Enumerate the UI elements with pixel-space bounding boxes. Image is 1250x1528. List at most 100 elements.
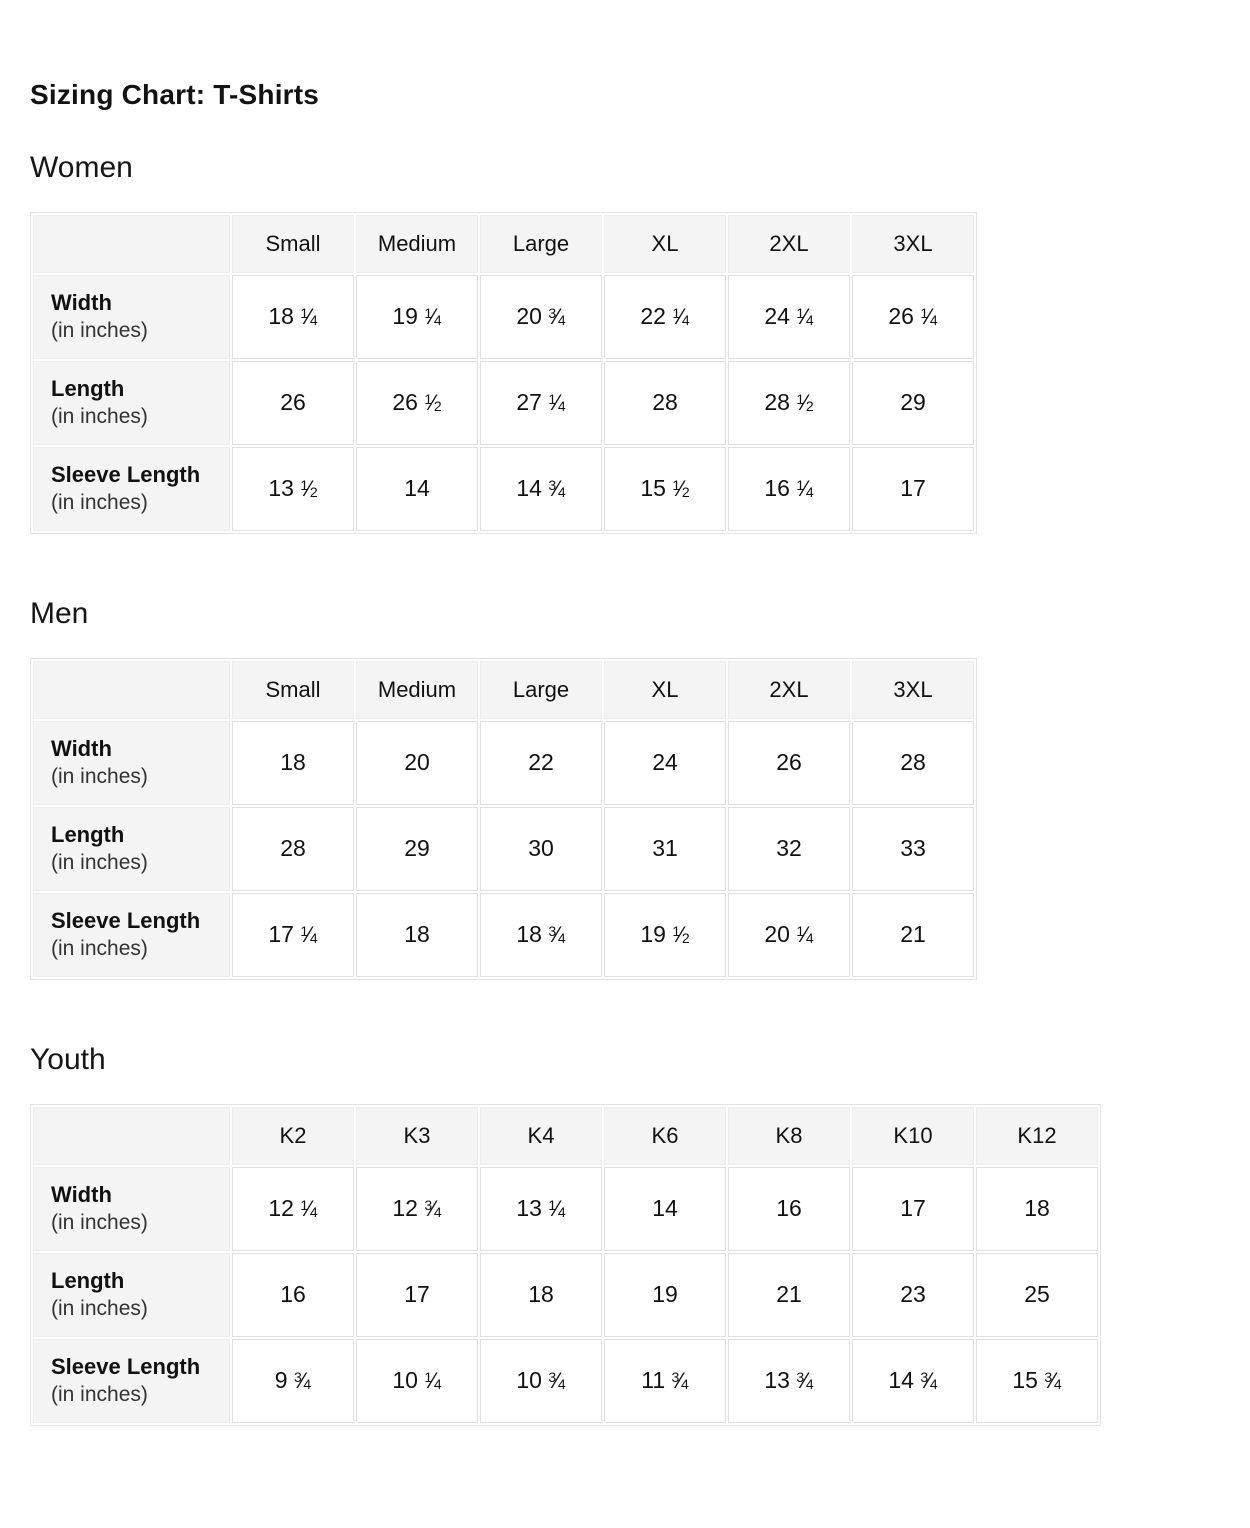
column-header-medium: Medium xyxy=(356,214,478,273)
column-header-2xl: 2XL xyxy=(728,660,850,719)
row-label: Length xyxy=(51,376,125,402)
size-value: 30 xyxy=(480,806,602,891)
column-header-xl: XL xyxy=(604,660,726,719)
column-header-2xl: 2XL xyxy=(728,214,850,273)
row-unit: (in inches) xyxy=(51,851,148,875)
size-value: 16 xyxy=(728,1166,850,1251)
size-value: 24 1⁄4 xyxy=(728,274,850,359)
section-youth: Youth K2 K3 K4 K6 K8 K10 K12 xyxy=(30,1042,1220,1426)
size-chart-table-women: Small Medium Large XL 2XL 3XL Width (in … xyxy=(30,211,977,534)
size-value: 19 xyxy=(604,1252,726,1337)
table-row-width: Width (in inches) 12 1⁄4 12 3⁄4 13 1⁄4 1… xyxy=(33,1166,1098,1251)
size-value: 14 3⁄4 xyxy=(852,1338,974,1423)
size-value: 20 3⁄4 xyxy=(480,274,602,359)
page-title: Sizing Chart: T-Shirts xyxy=(30,79,320,110)
table-header-row: Small Medium Large XL 2XL 3XL xyxy=(33,660,974,719)
section-women: Women Small Medium Large XL 2XL 3XL xyxy=(30,150,1220,534)
column-header-large: Large xyxy=(480,214,602,273)
row-header-length: Length (in inches) xyxy=(33,806,230,891)
table-row-sleeve-length: Sleeve Length (in inches) 9 3⁄4 10 1⁄4 1… xyxy=(33,1338,1098,1423)
size-value: 10 3⁄4 xyxy=(480,1338,602,1423)
size-value: 28 xyxy=(604,360,726,445)
row-unit: (in inches) xyxy=(51,319,148,343)
row-label: Length xyxy=(51,822,125,848)
size-value: 10 1⁄4 xyxy=(356,1338,478,1423)
size-value: 32 xyxy=(728,806,850,891)
table-header-row: Small Medium Large XL 2XL 3XL xyxy=(33,214,974,273)
size-value: 14 xyxy=(356,446,478,531)
size-value: 13 3⁄4 xyxy=(728,1338,850,1423)
column-header-xl: XL xyxy=(604,214,726,273)
row-label: Width xyxy=(51,736,112,762)
column-header-small: Small xyxy=(232,214,354,273)
row-header-sleeve-length: Sleeve Length (in inches) xyxy=(33,892,230,977)
row-header-width: Width (in inches) xyxy=(33,1166,230,1251)
table-row-sleeve-length: Sleeve Length (in inches) 13 1⁄2 14 14 3… xyxy=(33,446,974,531)
table-row-width: Width (in inches) 18 20 22 24 26 28 xyxy=(33,720,974,805)
row-header-width: Width (in inches) xyxy=(33,274,230,359)
row-unit: (in inches) xyxy=(51,765,148,789)
column-header-k4: K4 xyxy=(480,1106,602,1165)
row-label: Width xyxy=(51,290,112,316)
row-label: Width xyxy=(51,1182,112,1208)
size-value: 17 xyxy=(852,446,974,531)
size-chart-table-youth: K2 K3 K4 K6 K8 K10 K12 Width (in inches)… xyxy=(30,1103,1101,1426)
size-value: 20 xyxy=(356,720,478,805)
size-value: 27 1⁄4 xyxy=(480,360,602,445)
size-value: 17 xyxy=(356,1252,478,1337)
size-value: 11 3⁄4 xyxy=(604,1338,726,1423)
column-header-k3: K3 xyxy=(356,1106,478,1165)
table-row-length: Length (in inches) 16 17 18 19 21 23 25 xyxy=(33,1252,1098,1337)
size-value: 26 xyxy=(232,360,354,445)
row-header-sleeve-length: Sleeve Length (in inches) xyxy=(33,446,230,531)
size-chart-table-men: Small Medium Large XL 2XL 3XL Width (in … xyxy=(30,657,977,980)
column-header-k6: K6 xyxy=(604,1106,726,1165)
corner-cell xyxy=(33,660,230,719)
size-value: 28 xyxy=(232,806,354,891)
row-header-width: Width (in inches) xyxy=(33,720,230,805)
section-heading-men: Men xyxy=(30,596,89,630)
size-value: 14 3⁄4 xyxy=(480,446,602,531)
column-header-k8: K8 xyxy=(728,1106,850,1165)
row-label: Length xyxy=(51,1268,125,1294)
size-value: 16 xyxy=(232,1252,354,1337)
size-value: 12 3⁄4 xyxy=(356,1166,478,1251)
size-value: 18 1⁄4 xyxy=(232,274,354,359)
size-value: 17 xyxy=(852,1166,974,1251)
size-value: 16 1⁄4 xyxy=(728,446,850,531)
row-unit: (in inches) xyxy=(51,1383,148,1407)
size-value: 28 xyxy=(852,720,974,805)
column-header-3xl: 3XL xyxy=(852,214,974,273)
size-value: 17 1⁄4 xyxy=(232,892,354,977)
row-header-sleeve-length: Sleeve Length (in inches) xyxy=(33,1338,230,1423)
table-row-length: Length (in inches) 28 29 30 31 32 33 xyxy=(33,806,974,891)
size-value: 13 1⁄2 xyxy=(232,446,354,531)
size-value: 24 xyxy=(604,720,726,805)
size-value: 18 xyxy=(480,1252,602,1337)
size-value: 9 3⁄4 xyxy=(232,1338,354,1423)
row-unit: (in inches) xyxy=(51,937,148,961)
size-value: 18 xyxy=(232,720,354,805)
row-unit: (in inches) xyxy=(51,1297,148,1321)
column-header-3xl: 3XL xyxy=(852,660,974,719)
size-value: 22 1⁄4 xyxy=(604,274,726,359)
size-value: 12 1⁄4 xyxy=(232,1166,354,1251)
size-value: 19 1⁄2 xyxy=(604,892,726,977)
size-value: 25 xyxy=(976,1252,1098,1337)
row-label: Sleeve Length xyxy=(51,908,201,934)
corner-cell xyxy=(33,214,230,273)
row-unit: (in inches) xyxy=(51,405,148,429)
table-header-row: K2 K3 K4 K6 K8 K10 K12 xyxy=(33,1106,1098,1165)
section-men: Men Small Medium Large XL 2XL 3XL xyxy=(30,596,1220,980)
size-value: 29 xyxy=(852,360,974,445)
size-value: 18 xyxy=(356,892,478,977)
column-header-k10: K10 xyxy=(852,1106,974,1165)
row-label: Sleeve Length xyxy=(51,1354,201,1380)
size-value: 15 1⁄2 xyxy=(604,446,726,531)
size-value: 29 xyxy=(356,806,478,891)
size-value: 26 xyxy=(728,720,850,805)
corner-cell xyxy=(33,1106,230,1165)
column-header-large: Large xyxy=(480,660,602,719)
size-value: 28 1⁄2 xyxy=(728,360,850,445)
